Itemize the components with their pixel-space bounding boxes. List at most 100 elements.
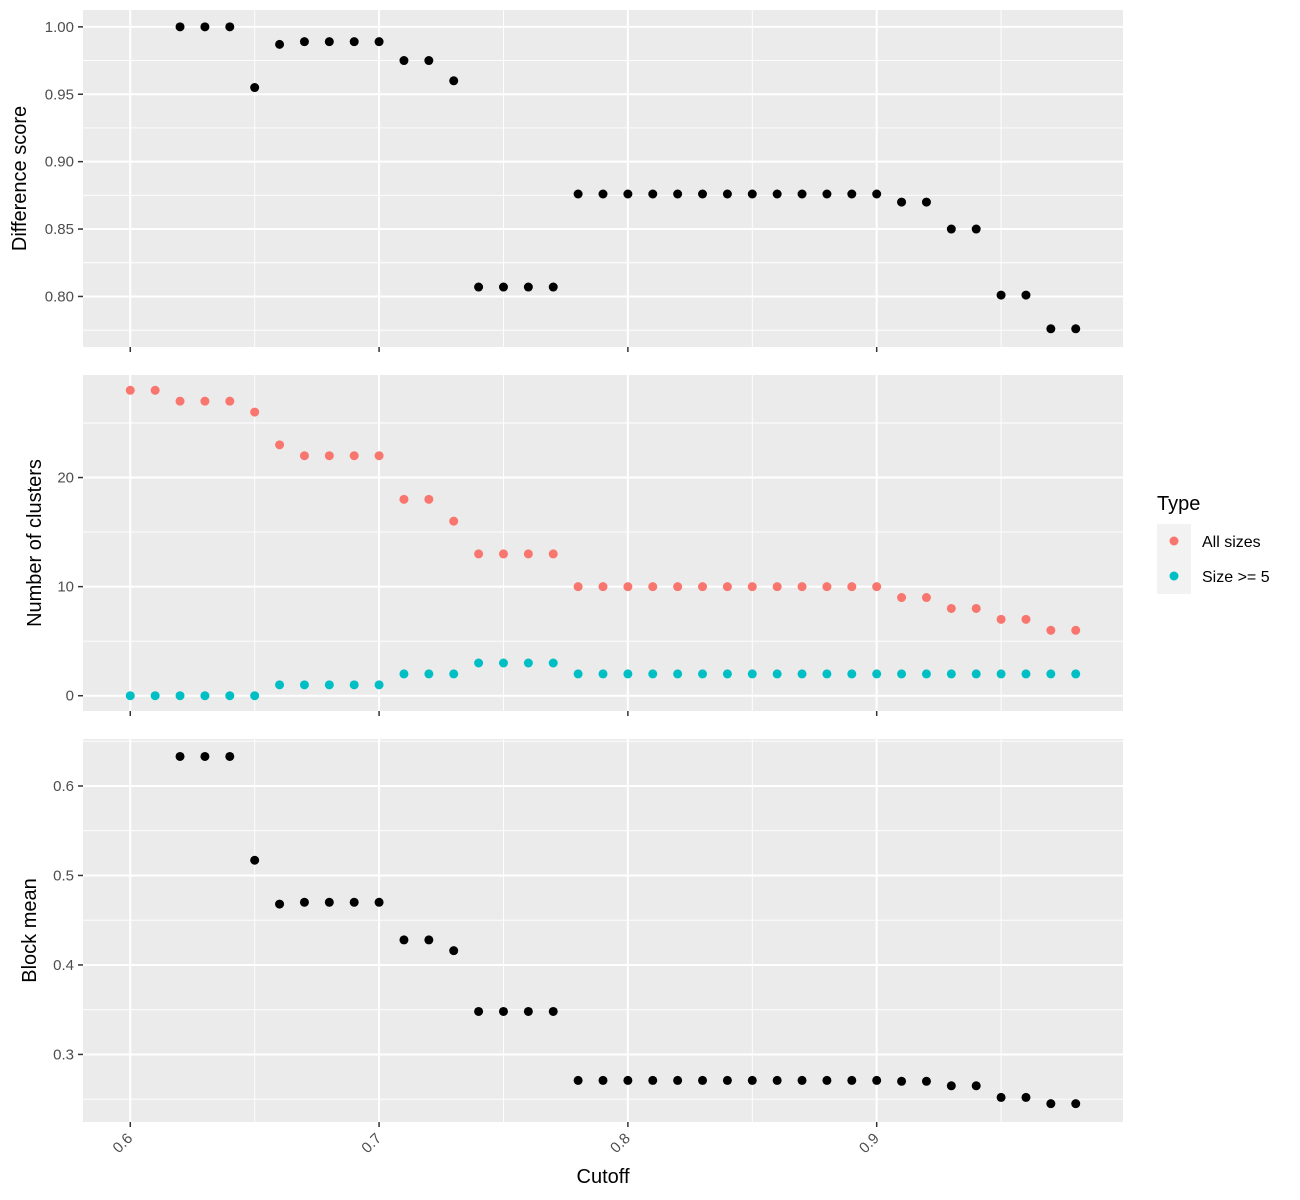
data-point bbox=[299, 897, 309, 907]
data-point bbox=[648, 669, 658, 679]
series-points bbox=[175, 22, 1081, 334]
data-point bbox=[623, 582, 633, 592]
data-point bbox=[498, 658, 508, 668]
data-point bbox=[747, 582, 757, 592]
data-point bbox=[623, 669, 633, 679]
data-point bbox=[1046, 625, 1056, 635]
data-point bbox=[399, 494, 409, 504]
legend-key-background bbox=[1157, 524, 1191, 594]
panel-background bbox=[83, 739, 1123, 1122]
data-point bbox=[225, 751, 235, 761]
data-point bbox=[175, 691, 185, 701]
data-point bbox=[623, 189, 633, 199]
data-point bbox=[225, 22, 235, 32]
x-tick-label: 0.7 bbox=[358, 1130, 385, 1157]
data-point bbox=[374, 451, 384, 461]
data-point bbox=[872, 1075, 882, 1085]
data-point bbox=[523, 658, 533, 668]
data-point bbox=[822, 669, 832, 679]
data-point bbox=[1021, 290, 1031, 300]
data-point bbox=[225, 396, 235, 406]
data-point bbox=[150, 385, 160, 395]
y-tick-label: 0.6 bbox=[53, 778, 74, 795]
data-point bbox=[673, 582, 683, 592]
data-point bbox=[299, 680, 309, 690]
y-axis-title: Difference score bbox=[9, 106, 31, 251]
data-point bbox=[275, 39, 285, 49]
panels-layer: 0.80 0.85 0.90 0.95 1.00 Difference score 0 10 2… bbox=[9, 10, 1123, 1157]
y-tick-label: 0.95 bbox=[45, 86, 74, 103]
y-axis-title: Number of clusters bbox=[24, 459, 46, 627]
data-point bbox=[324, 680, 334, 690]
data-point bbox=[175, 22, 185, 32]
data-point bbox=[822, 189, 832, 199]
data-point bbox=[324, 897, 334, 907]
data-point bbox=[349, 37, 359, 47]
data-point bbox=[374, 37, 384, 47]
data-point bbox=[474, 658, 484, 668]
data-point bbox=[996, 614, 1006, 624]
data-point bbox=[498, 1006, 508, 1016]
data-point bbox=[797, 189, 807, 199]
data-point bbox=[872, 669, 882, 679]
y-tick-label: 0.3 bbox=[53, 1046, 74, 1063]
data-point bbox=[872, 582, 882, 592]
panel-difference: 0.80 0.85 0.90 0.95 1.00 Difference score bbox=[9, 10, 1123, 352]
data-point bbox=[424, 494, 434, 504]
data-point bbox=[921, 593, 931, 603]
data-point bbox=[847, 189, 857, 199]
data-point bbox=[200, 691, 210, 701]
legend-key-all-sizes bbox=[1169, 536, 1179, 546]
data-point bbox=[573, 189, 583, 199]
data-point bbox=[698, 582, 708, 592]
data-point bbox=[722, 582, 732, 592]
data-point bbox=[946, 603, 956, 613]
data-point bbox=[374, 897, 384, 907]
data-point bbox=[449, 669, 459, 679]
data-point bbox=[921, 197, 931, 207]
data-point bbox=[946, 1081, 956, 1091]
data-point bbox=[399, 56, 409, 66]
x-tick-label: 0.9 bbox=[856, 1130, 883, 1157]
y-tick-label: 0.5 bbox=[53, 867, 74, 884]
data-point bbox=[200, 396, 210, 406]
data-point bbox=[299, 451, 309, 461]
legend-key-size-5 bbox=[1169, 571, 1179, 581]
data-point bbox=[822, 582, 832, 592]
data-point bbox=[747, 669, 757, 679]
data-point bbox=[971, 669, 981, 679]
data-point bbox=[573, 669, 583, 679]
data-point bbox=[399, 935, 409, 945]
data-point bbox=[1021, 614, 1031, 624]
y-tick-label: 0 bbox=[66, 688, 74, 705]
data-point bbox=[1071, 625, 1081, 635]
data-point bbox=[424, 935, 434, 945]
legend: Type All sizes Size >= 5 bbox=[1157, 493, 1270, 594]
data-point bbox=[1046, 1099, 1056, 1109]
data-point bbox=[349, 897, 359, 907]
x-axis-title: Cutoff bbox=[577, 1166, 630, 1188]
data-point bbox=[424, 669, 434, 679]
data-point bbox=[847, 1075, 857, 1085]
data-point bbox=[872, 189, 882, 199]
data-point bbox=[623, 1075, 633, 1085]
data-point bbox=[548, 1006, 558, 1016]
data-point bbox=[996, 290, 1006, 300]
data-point bbox=[673, 1075, 683, 1085]
data-point bbox=[847, 582, 857, 592]
data-point bbox=[598, 669, 608, 679]
data-point bbox=[275, 680, 285, 690]
data-point bbox=[897, 669, 907, 679]
data-point bbox=[698, 189, 708, 199]
y-tick-label: 0.80 bbox=[45, 288, 74, 305]
data-point bbox=[523, 1006, 533, 1016]
data-point bbox=[474, 1006, 484, 1016]
data-point bbox=[374, 680, 384, 690]
data-point bbox=[449, 76, 459, 86]
y-tick-label: 20 bbox=[57, 470, 74, 487]
data-point bbox=[897, 593, 907, 603]
data-point bbox=[897, 197, 907, 207]
data-point bbox=[1021, 669, 1031, 679]
data-point bbox=[150, 691, 160, 701]
